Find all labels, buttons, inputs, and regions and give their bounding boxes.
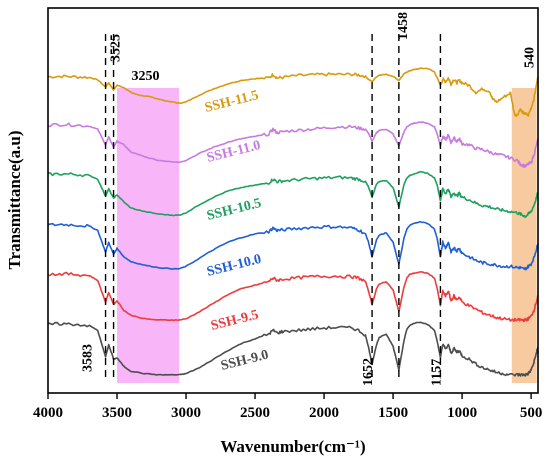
annotation-3583: 3583	[81, 344, 96, 372]
x-tick-label-500: 500	[520, 405, 543, 421]
shaded-region-1	[512, 88, 537, 383]
series-label-ssh-11.5: SSH-11.5	[203, 88, 260, 116]
x-axis-ticks: 4000 3500 3000 2500 2000 1500 1000 500	[33, 393, 542, 421]
series-label-ssh-11.0: SSH-11.0	[205, 138, 262, 166]
x-tick-label-1500: 1500	[378, 405, 408, 421]
x-tick-label-1000: 1000	[447, 405, 477, 421]
annotation-540: 540	[523, 47, 538, 68]
annotation-3250: 3250	[132, 69, 160, 84]
series-label-ssh-9.5: SSH-9.5	[209, 308, 260, 334]
shaded-regions	[117, 88, 537, 383]
annotation-1157: 1157	[429, 359, 444, 386]
annotation-1652: 1652	[361, 358, 376, 386]
series-labels: SSH-11.5SSH-11.0SSH-10.5SSH-10.0SSH-9.5S…	[203, 88, 270, 374]
x-axis-title: Wavenumber(cm⁻¹)	[220, 437, 365, 456]
x-tick-label-3000: 3000	[171, 405, 201, 421]
x-tick-label-2500: 2500	[240, 405, 270, 421]
shaded-region-0	[117, 88, 179, 383]
x-tick-label-4000: 4000	[33, 405, 63, 421]
annotation-1458: 1458	[396, 12, 411, 40]
x-tick-label-2000: 2000	[309, 405, 339, 421]
series-label-ssh-10.0: SSH-10.0	[205, 252, 263, 280]
x-tick-label-3500: 3500	[102, 405, 132, 421]
y-axis-title: Transmittance(a.u)	[5, 131, 24, 270]
annotation-3525: 3525	[109, 34, 124, 62]
series-label-ssh-10.5: SSH-10.5	[205, 196, 263, 224]
